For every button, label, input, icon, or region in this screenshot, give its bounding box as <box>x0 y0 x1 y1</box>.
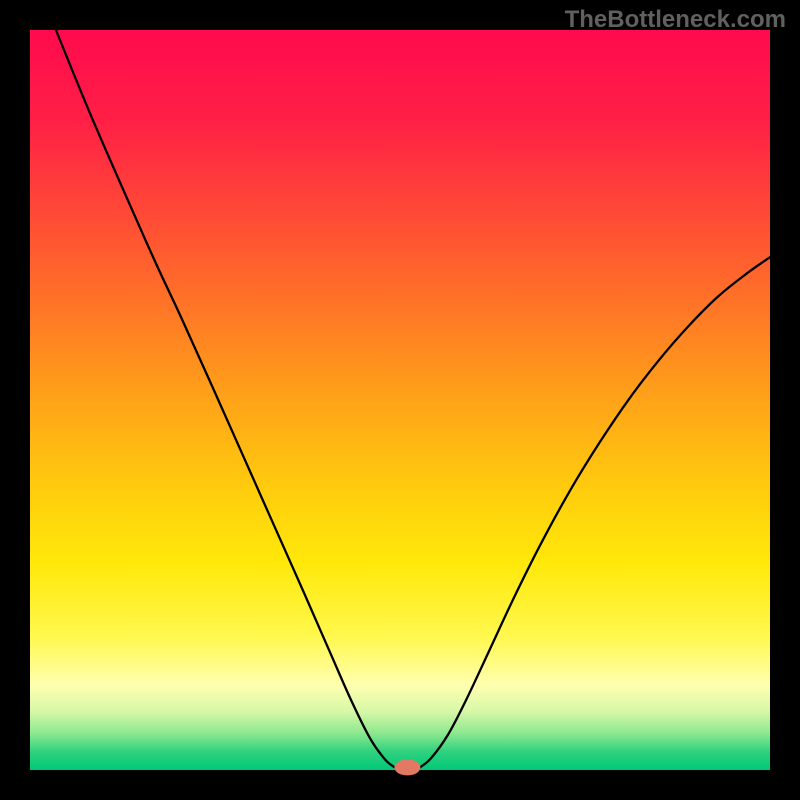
optimal-point-marker <box>394 759 420 775</box>
watermark-text: TheBottleneck.com <box>565 6 786 34</box>
chart-stage: TheBottleneck.com <box>0 0 800 800</box>
chart-svg <box>0 0 800 800</box>
plot-background <box>30 30 770 770</box>
